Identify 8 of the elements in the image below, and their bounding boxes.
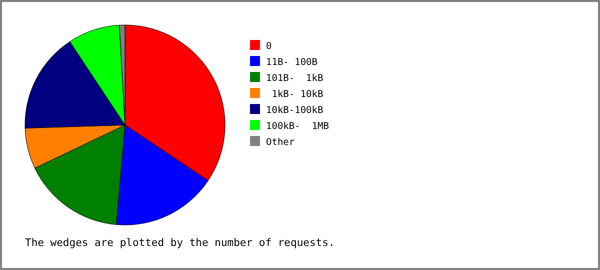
legend-label: Other	[266, 137, 295, 148]
legend-label: 11B- 100B	[266, 57, 318, 68]
legend-label: 100kB- 1MB	[266, 121, 330, 132]
legend-label: 1kB- 10kB	[266, 89, 324, 100]
text: The wedges are plotted by the number of requests.	[25, 237, 335, 249]
legend-label: 101B- 1kB	[266, 73, 324, 84]
legend-label: 0	[266, 41, 272, 52]
legend-label: 10kB-100kB	[266, 105, 324, 116]
